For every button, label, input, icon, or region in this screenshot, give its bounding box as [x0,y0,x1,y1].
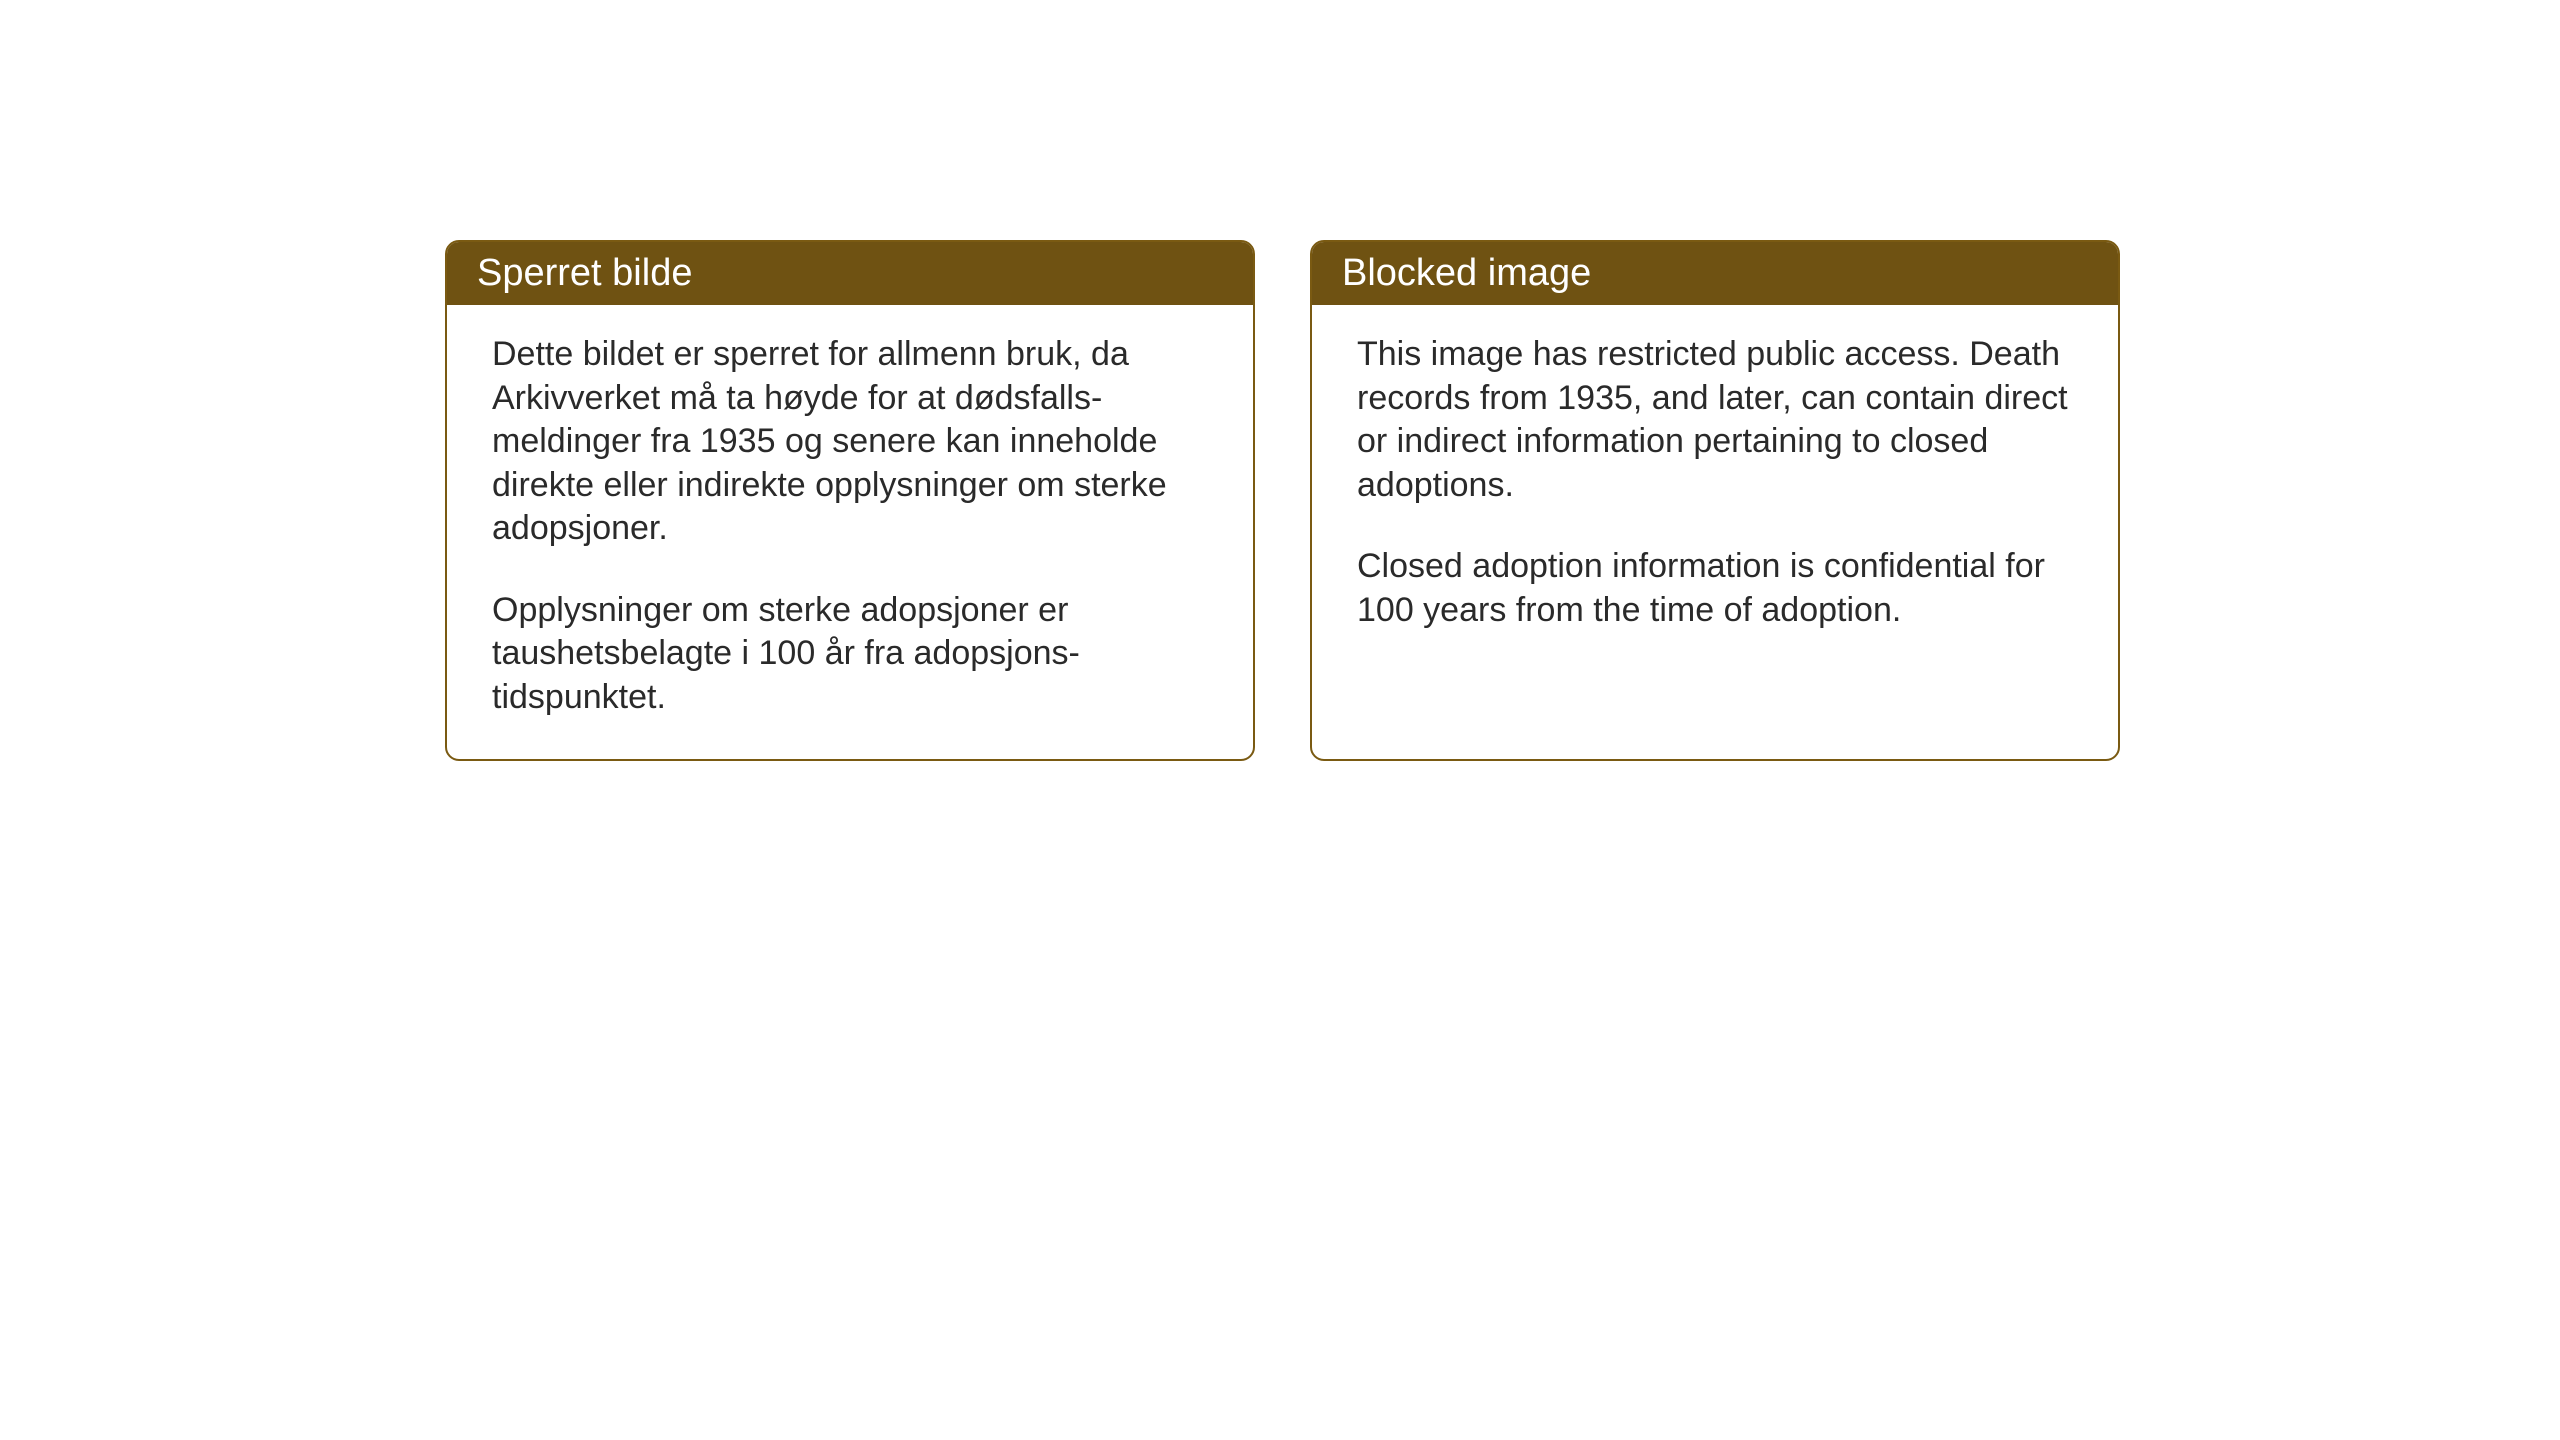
info-cards-container: Sperret bilde Dette bildet er sperret fo… [445,240,2560,761]
norwegian-card-body: Dette bildet er sperret for allmenn bruk… [447,305,1253,759]
english-card-header: Blocked image [1312,242,2118,305]
english-card-body: This image has restricted public access.… [1312,305,2118,672]
norwegian-info-card: Sperret bilde Dette bildet er sperret fo… [445,240,1255,761]
english-card-title: Blocked image [1342,252,1591,294]
english-paragraph-2: Closed adoption information is confident… [1357,545,2073,632]
norwegian-card-header: Sperret bilde [447,242,1253,305]
norwegian-card-title: Sperret bilde [477,252,692,294]
norwegian-paragraph-1: Dette bildet er sperret for allmenn bruk… [492,333,1208,551]
english-info-card: Blocked image This image has restricted … [1310,240,2120,761]
norwegian-paragraph-2: Opplysninger om sterke adopsjoner er tau… [492,589,1208,720]
english-paragraph-1: This image has restricted public access.… [1357,333,2073,507]
